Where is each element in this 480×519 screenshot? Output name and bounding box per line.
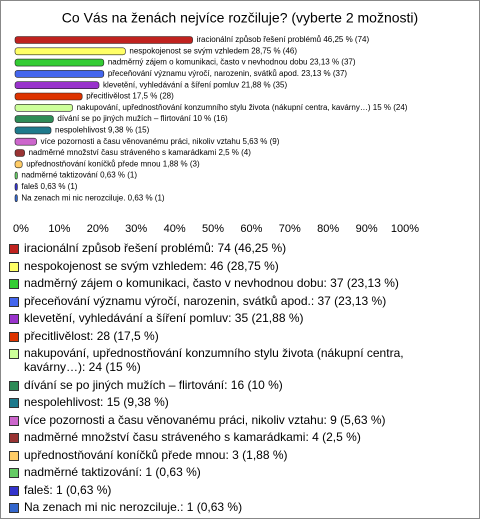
legend-swatch <box>9 485 19 496</box>
value-label: klevetění, vyhledávání a šíření pomluv 2… <box>103 80 287 89</box>
bar <box>14 126 52 135</box>
value-label: upřednostňování koníčků přede mnou 1,88 … <box>26 159 200 168</box>
value-label: nespokojenost se svým vzhledem 28,75 % (… <box>129 46 297 55</box>
x-tick-label: 90% <box>356 223 378 235</box>
bar <box>14 47 126 56</box>
bar <box>14 160 23 169</box>
chart-title: Co Vás na ženách nejvíce rozčiluje? (vyb… <box>62 10 418 26</box>
bar <box>14 36 193 44</box>
bar <box>14 137 37 146</box>
value-label: nadměrné taktizování 0,63 % (1) <box>21 171 137 180</box>
legend-swatch <box>9 349 19 359</box>
value-label: přeceňování významu výročí, narozenin, s… <box>108 69 348 78</box>
legend-swatch <box>9 314 19 324</box>
legend-swatch <box>9 279 19 289</box>
x-tick-label: 20% <box>87 223 109 235</box>
bar <box>14 58 105 67</box>
legend-label: Na zenach mi nic nerozciluje.: 1 (0,63 %… <box>24 500 243 514</box>
legend-label: dívání se po jiných mužích – flirtování:… <box>24 377 283 392</box>
legend-item: nadměrné taktizování: 1 (0,63 %) <box>9 465 464 479</box>
legend-label: nadměrné množství času stráveného s kama… <box>24 430 361 444</box>
bar <box>14 104 73 112</box>
bar <box>14 70 105 78</box>
bar <box>14 149 25 157</box>
x-tick-label: 30% <box>125 223 147 235</box>
bar <box>14 81 100 89</box>
legend-swatch <box>9 503 19 513</box>
legend-item: přeceňování významu výročí, narozenin, s… <box>9 294 464 308</box>
plot: Co Vás na ženách nejvíce rozčiluje? (vyb… <box>13 10 419 235</box>
value-label: nakupování, upřednostňování konzumního s… <box>77 103 408 112</box>
x-tick-label: 70% <box>279 223 301 235</box>
legend-label: nadměrný zájem o komunikaci, často v nev… <box>24 276 399 290</box>
legend-item: upřednostňování koníčků přede mnou: 3 (1… <box>9 448 464 462</box>
x-tick-label: 60% <box>240 223 262 235</box>
legend-item: nadměrné množství času stráveného s kama… <box>9 430 464 444</box>
legend-item: nadměrný zájem o komunikaci, často v nev… <box>9 276 464 290</box>
legend-item: přecitlivělost: 28 (17,5 %) <box>9 329 464 343</box>
x-tick-label: 50% <box>202 223 224 235</box>
x-tick-label: 10% <box>48 223 70 235</box>
x-tick-label: 0% <box>13 223 29 235</box>
bar <box>14 194 18 202</box>
legend-swatch <box>9 468 19 478</box>
bar <box>14 171 18 180</box>
legend-label: nespokojenost se svým vzhledem: 46 (28,7… <box>24 258 279 273</box>
x-tick-label: 100% <box>391 223 419 235</box>
legend-label: přeceňování významu výročí, narozenin, s… <box>24 293 387 308</box>
legend-item: více pozornosti a času věnovanému práci,… <box>9 413 464 427</box>
value-label: nadměrný zájem o komunikaci, často v nev… <box>108 58 356 67</box>
value-label: přecitlivělost 17,5 % (28) <box>86 92 174 101</box>
legend-label: upřednostňování koníčků přede mnou: 3 (1… <box>24 447 288 462</box>
legend-label: klevetění, vyhledávání a šíření pomluv: … <box>24 311 304 325</box>
legend-item: nespolehlivost: 15 (9,38 %) <box>9 395 464 409</box>
legend-label: faleš: 1 (0,63 %) <box>24 482 112 497</box>
legend-item: dívání se po jiných mužích – flirtování:… <box>9 378 464 392</box>
value-label: nadměrné množství času stráveného s kama… <box>29 148 252 157</box>
bar <box>14 92 83 101</box>
value-label: iracionální způsob řešení problémů 46,25… <box>197 35 370 44</box>
legend-label: nespolehlivost: 15 (9,38 %) <box>24 395 169 409</box>
legend-swatch <box>9 244 19 254</box>
legend-item: iracionální způsob řešení problémů: 74 (… <box>9 241 464 255</box>
legend-item: faleš: 1 (0,63 %) <box>9 483 464 497</box>
value-label: nespolehlivost 9,38 % (15) <box>55 126 150 135</box>
value-label: Na zenach mi nic nerozciluje. 0,63 % (1) <box>21 193 165 202</box>
bar <box>14 183 18 191</box>
legend-label: iracionální způsob řešení problémů: 74 (… <box>24 241 287 255</box>
legend-item: Na zenach mi nic nerozciluje.: 1 (0,63 %… <box>9 500 464 514</box>
legend-swatch <box>9 261 19 272</box>
legend-label: nakupování, upřednostňování konzumního s… <box>24 346 404 374</box>
legend-item: nakupování, upřednostňování konzumního s… <box>9 346 464 374</box>
legend-swatch <box>9 415 19 426</box>
legend-swatch <box>9 398 19 408</box>
legend-label: přecitlivělost: 28 (17,5 %) <box>24 328 159 343</box>
legend-swatch <box>9 296 19 307</box>
legend-swatch <box>9 450 19 461</box>
legend-item: klevetění, vyhledávání a šíření pomluv: … <box>9 311 464 325</box>
x-tick-label: 40% <box>164 223 186 235</box>
value-label: faleš 0,63 % (1) <box>21 182 77 191</box>
bar <box>14 115 54 123</box>
value-label: dívání se po jiných mužích – flirtování … <box>57 114 228 123</box>
legend-label: více pozornosti a času věnovanému práci,… <box>24 412 386 427</box>
legend-item: nespokojenost se svým vzhledem: 46 (28,7… <box>9 259 464 273</box>
value-label: více pozornosti a času věnovanému práci,… <box>41 137 280 146</box>
legend-swatch <box>9 433 19 443</box>
legend-label: nadměrné taktizování: 1 (0,63 %) <box>24 465 201 479</box>
x-tick-label: 80% <box>317 223 339 235</box>
legend: iracionální způsob řešení problémů: 74 (… <box>9 241 464 518</box>
legend-swatch <box>9 331 19 342</box>
legend-swatch <box>9 380 19 391</box>
